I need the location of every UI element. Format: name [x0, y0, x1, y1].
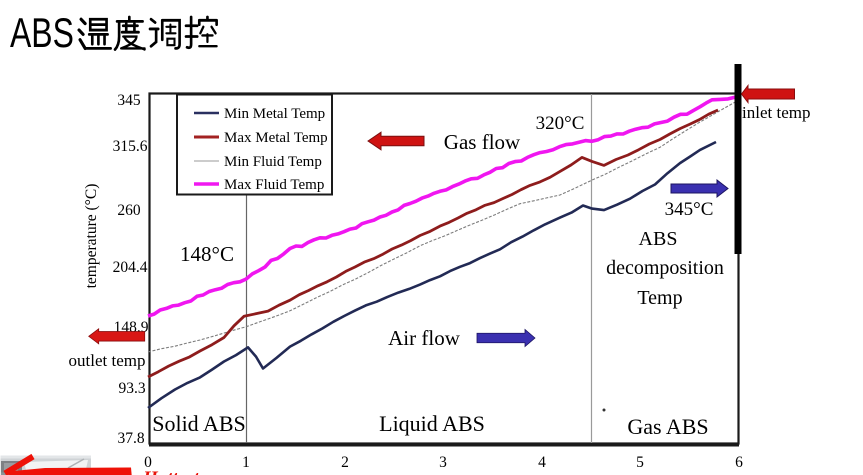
svg-text:204.4: 204.4 — [113, 259, 148, 276]
svg-text:inlet temp: inlet temp — [742, 103, 810, 122]
svg-text:5: 5 — [636, 454, 644, 471]
svg-text:320°C: 320°C — [536, 113, 585, 134]
svg-text:4: 4 — [538, 454, 546, 471]
svg-text:260: 260 — [117, 202, 141, 219]
svg-text:Gas ABS: Gas ABS — [627, 414, 708, 439]
svg-text:outlet temp: outlet temp — [69, 351, 146, 370]
svg-text:37.8: 37.8 — [117, 430, 144, 447]
svg-text:Gas flow: Gas flow — [444, 130, 521, 154]
svg-text:Solid ABS: Solid ABS — [152, 411, 246, 436]
svg-text:Max Metal Temp: Max Metal Temp — [224, 130, 328, 146]
svg-text:1: 1 — [242, 454, 250, 471]
svg-text:345°C: 345°C — [665, 199, 714, 220]
svg-text:2: 2 — [341, 454, 349, 471]
svg-text:ABS: ABS — [10, 9, 74, 56]
svg-text:Air flow: Air flow — [388, 326, 461, 350]
svg-text:Min Fluid Temp: Min Fluid Temp — [224, 154, 322, 170]
svg-text:0: 0 — [144, 454, 152, 471]
svg-text:Temp: Temp — [637, 287, 682, 309]
svg-text:Min Metal Temp: Min Metal Temp — [224, 106, 325, 122]
svg-text:148°C: 148°C — [180, 242, 234, 266]
svg-text:Hottest area: Hottest area — [142, 468, 239, 475]
svg-text:Max Fluid Temp: Max Fluid Temp — [224, 177, 324, 193]
svg-text:decomposition: decomposition — [606, 257, 724, 279]
svg-text:315.6: 315.6 — [113, 138, 148, 155]
svg-text:temperature (°C): temperature (°C) — [83, 184, 100, 289]
svg-text:ABS: ABS — [639, 228, 678, 250]
svg-text:6: 6 — [735, 454, 743, 471]
svg-text:3: 3 — [439, 454, 447, 471]
svg-text:93.3: 93.3 — [118, 380, 145, 397]
svg-text:345: 345 — [117, 92, 141, 109]
svg-text:Liquid ABS: Liquid ABS — [379, 411, 485, 436]
